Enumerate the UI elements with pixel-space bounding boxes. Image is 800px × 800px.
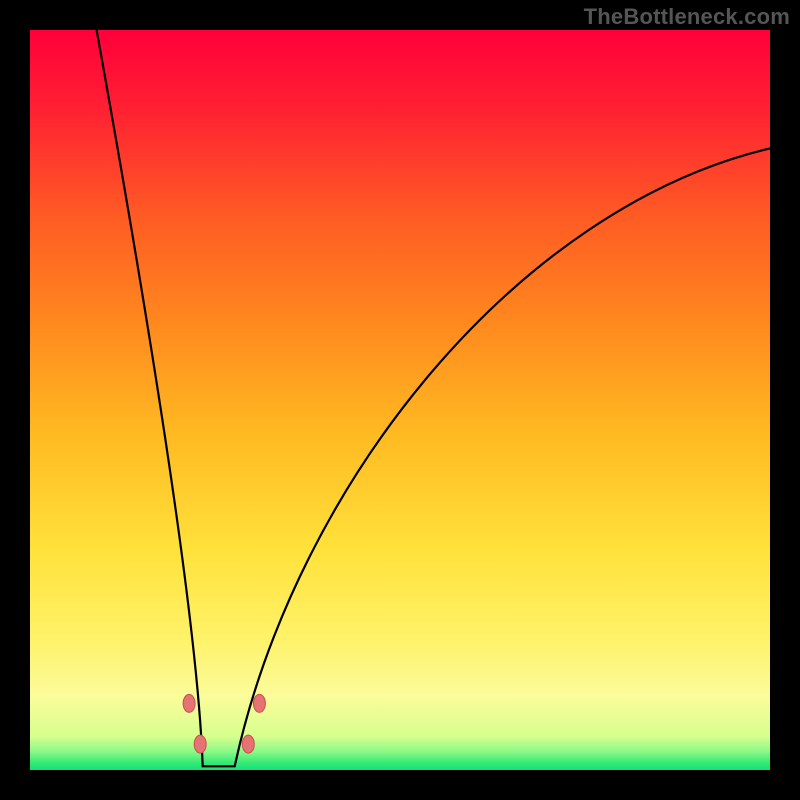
bottleneck-chart: [0, 0, 800, 800]
chart-root: TheBottleneck.com: [0, 0, 800, 800]
watermark-text: TheBottleneck.com: [584, 4, 790, 30]
curve-marker: [242, 735, 254, 753]
gradient-background: [30, 30, 770, 770]
curve-marker: [253, 694, 265, 712]
curve-marker: [194, 735, 206, 753]
curve-marker: [183, 694, 195, 712]
